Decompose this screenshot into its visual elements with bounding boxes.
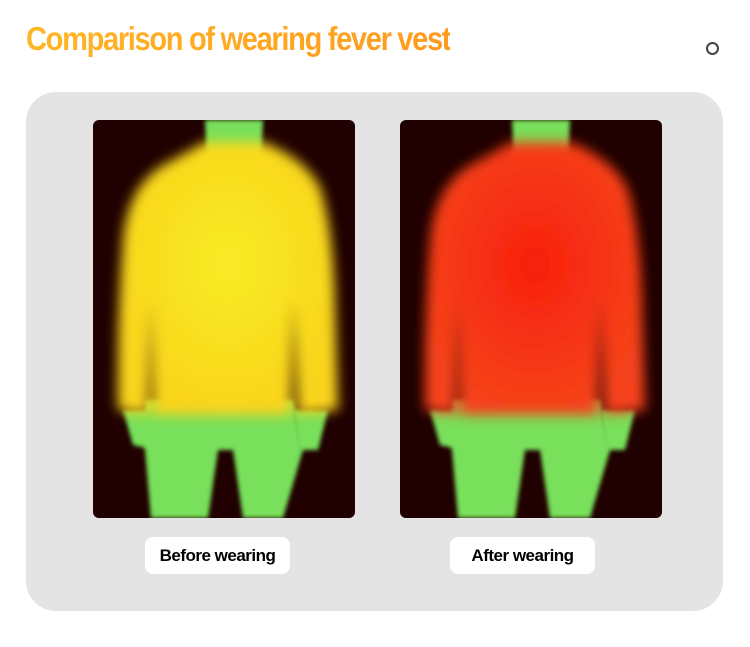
legs [452, 400, 610, 518]
shirt [117, 142, 338, 415]
before-wearing-label: Before wearing [145, 537, 290, 574]
thermal-image-after [400, 120, 662, 518]
after-wearing-label: After wearing [450, 537, 595, 574]
thermal-image-before [93, 120, 355, 518]
circle-icon [706, 42, 719, 55]
shirt [424, 142, 645, 415]
left-hand [123, 410, 155, 450]
legs [145, 400, 303, 518]
left-hand [430, 410, 462, 450]
thermal-body-before [117, 120, 338, 518]
right-hand [600, 410, 635, 450]
thermal-body-after [424, 120, 645, 518]
right-hand [293, 410, 328, 450]
page-title: Comparison of wearing fever vest [26, 20, 451, 57]
